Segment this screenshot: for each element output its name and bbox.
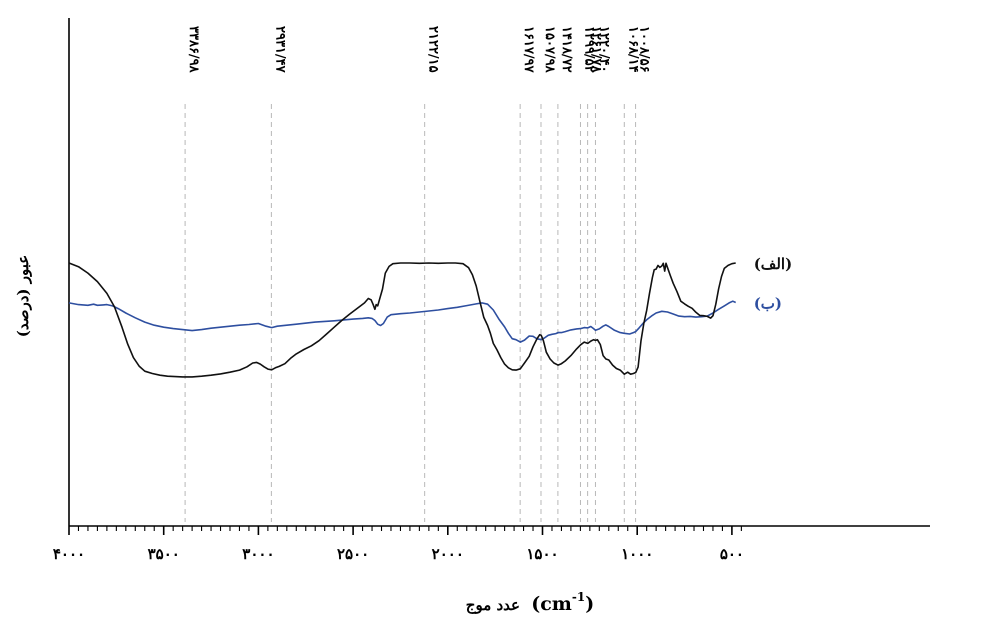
x-tick-label: ۳۵۰۰ — [148, 545, 180, 563]
series-label-alef: (الف) — [754, 255, 792, 273]
x-axis-title-prefix: عدد موج — [466, 596, 520, 614]
x-tick-label: ۱۵۰۰ — [526, 545, 558, 563]
series-labels: (ب) (الف) — [754, 255, 792, 313]
series-label-b: (ب) — [754, 295, 782, 313]
x-tick-label: ۵۰۰ — [720, 545, 744, 563]
peak-marker-label: ۲۹۳۱/۴۷ — [272, 26, 287, 74]
x-tick-label: ۳۰۰۰ — [242, 545, 274, 563]
peak-marker-label: ۳۳۸۶/۹۸ — [186, 26, 201, 74]
series-line-b — [68, 300, 737, 343]
x-tick-label: ۴۰۰۰ — [53, 545, 85, 563]
peak-marker-label: ۲۱۲۲/۱۵ — [426, 26, 441, 73]
x-axis-title-unit-exp: -1 — [572, 590, 585, 604]
x-axis-tick-labels: ۴۰۰۰ ۳۵۰۰ ۳۰۰۰ ۲۵۰۰ ۲۰۰۰ ۱۵۰۰ ۱۰۰۰ ۵۰۰ — [53, 545, 744, 563]
peak-marker-label: ۱۰۰۸/۵۶ — [637, 26, 652, 73]
x-tick-label: ۲۰۰۰ — [432, 545, 464, 563]
x-axis-ticks — [68, 526, 742, 535]
x-tick-label: ۱۰۰۰ — [621, 545, 653, 563]
peak-marker-label: ۱۲۹۹/۵۲ — [581, 26, 596, 73]
y-axis-title: عبور (درصد) — [14, 255, 32, 337]
x-axis-title: عدد موج (cm-1) — [466, 590, 594, 615]
x-axis-title-unit: (cm — [531, 593, 572, 615]
x-axis-title-unit-close: ) — [585, 593, 594, 615]
x-tick-label: ۲۵۰۰ — [337, 545, 369, 563]
peak-marker-label: ۱۲۶۱/۷۸ — [589, 26, 604, 74]
peak-marker-lines — [184, 104, 637, 522]
peak-marker-label: ۱۴۱۸/۷۲ — [559, 26, 574, 73]
peak-marker-labels: ۳۳۸۶/۹۸ ۲۹۳۱/۴۷ ۲۱۲۲/۱۵ ۱۶۱۷/۹۷ ۱۵۰۷/۹۸ ۱۴۱۸/… — [186, 26, 651, 74]
peak-marker-label: ۱۶۱۷/۹۷ — [521, 26, 536, 74]
peak-marker-label: ۱۰۶۸/۱۴ — [625, 26, 640, 73]
series-line-alef — [68, 262, 736, 378]
series-lines — [68, 262, 737, 378]
peak-marker-label: ۱۲۲۰/۴۰ — [596, 26, 611, 73]
peak-marker-label: ۱۵۰۷/۹۸ — [542, 26, 557, 74]
